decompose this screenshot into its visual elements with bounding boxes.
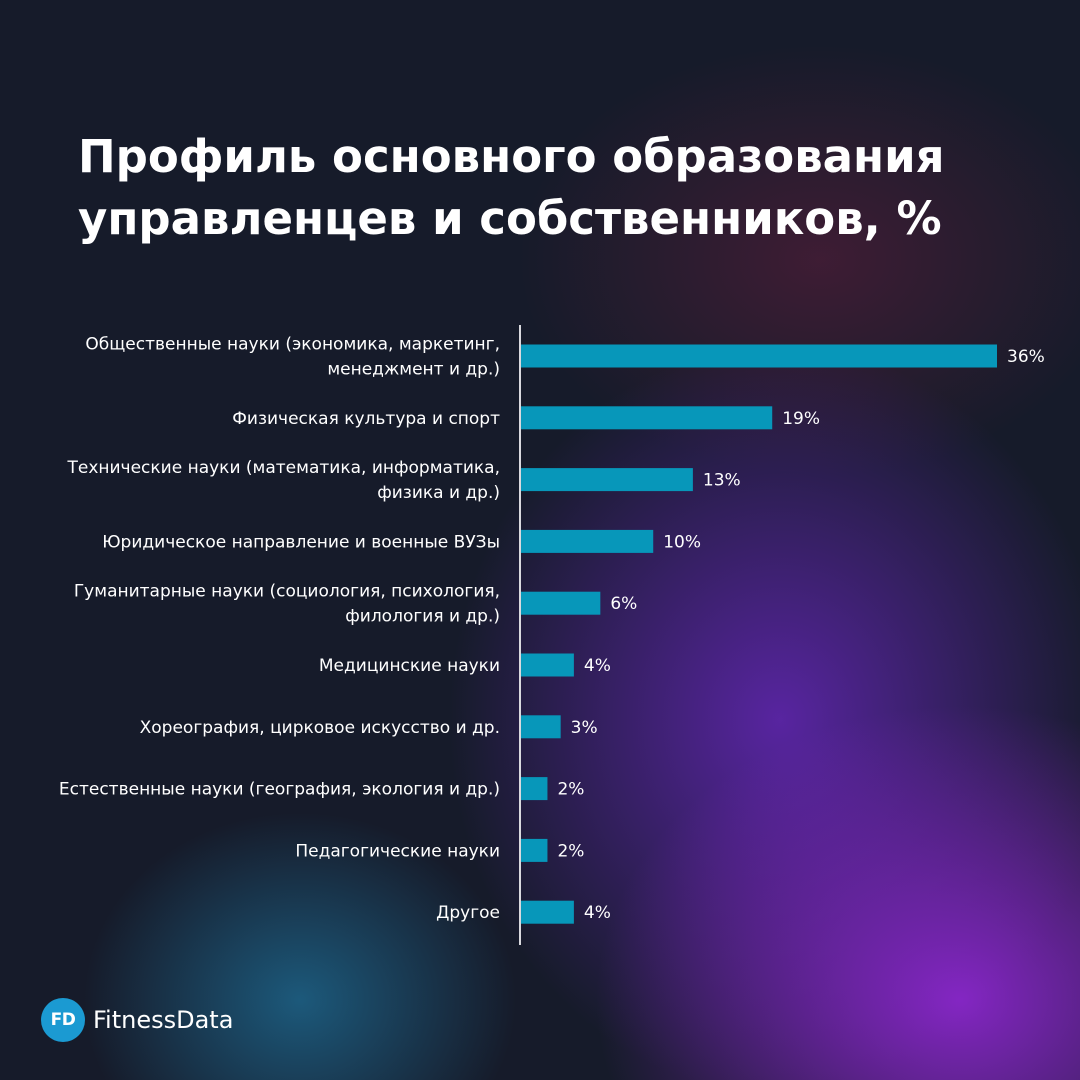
- category-label-8-line-0: Педагогические науки: [295, 841, 500, 861]
- category-label-3-line-0: Юридическое направление и военные ВУЗы: [102, 532, 500, 552]
- category-label-1: Физическая культура и спорт: [232, 409, 500, 429]
- category-label-9: Другое: [436, 903, 500, 923]
- category-label-0-line-0: Общественные науки (экономика, маркетинг…: [85, 335, 500, 355]
- bar-6: [521, 715, 561, 739]
- value-label-5: 4%: [584, 656, 611, 676]
- bar-4: [521, 591, 601, 615]
- category-label-7: Естественные науки (география, экология …: [59, 780, 500, 800]
- value-label-7: 2%: [557, 780, 584, 800]
- category-label-8: Педагогические науки: [295, 841, 500, 861]
- category-label-3: Юридическое направление и военные ВУЗы: [102, 532, 500, 552]
- bar-0: [521, 344, 997, 368]
- bar-1: [521, 406, 773, 430]
- bar-5: [521, 653, 574, 677]
- value-label-8: 2%: [557, 841, 584, 861]
- chart-title-line-2: управленцев и собственников, %: [78, 192, 942, 245]
- category-label-4-line-1: филология и др.): [345, 607, 500, 627]
- value-label-2: 13%: [703, 471, 741, 491]
- fd-logo-icon: FD: [41, 998, 85, 1042]
- category-label-2-line-0: Технические науки (математика, информати…: [66, 458, 500, 478]
- category-label-5-line-0: Медицинские науки: [319, 656, 500, 676]
- bar-2: [521, 468, 693, 492]
- brand-name: FitnessData: [93, 1006, 234, 1034]
- category-label-4: Гуманитарные науки (социология, психолог…: [74, 582, 500, 627]
- value-label-4: 6%: [610, 594, 637, 614]
- bar-7: [521, 777, 548, 801]
- category-label-4-line-0: Гуманитарные науки (социология, психолог…: [74, 582, 500, 602]
- category-label-6-line-0: Хореография, цирковое искусство и др.: [140, 718, 500, 738]
- category-label-2-line-1: физика и др.): [377, 483, 500, 503]
- value-label-9: 4%: [584, 903, 611, 923]
- category-label-2: Технические науки (математика, информати…: [66, 458, 500, 503]
- value-label-3: 10%: [663, 532, 701, 552]
- value-label-1: 19%: [782, 409, 820, 429]
- category-label-5: Медицинские науки: [319, 656, 500, 676]
- category-label-1-line-0: Физическая культура и спорт: [232, 409, 500, 429]
- category-label-7-line-0: Естественные науки (география, экология …: [59, 780, 500, 800]
- chart-title-line-1: Профиль основного образования: [78, 130, 945, 183]
- brand-logo: FD FitnessData: [41, 998, 233, 1042]
- bar-9: [521, 900, 574, 924]
- chart-title: Профиль основного образования управленце…: [78, 126, 1038, 250]
- value-label-6: 3%: [571, 718, 598, 738]
- value-label-0: 36%: [1007, 347, 1045, 367]
- bar-8: [521, 838, 548, 862]
- category-label-0: Общественные науки (экономика, маркетинг…: [85, 335, 500, 380]
- category-label-9-line-0: Другое: [436, 903, 500, 923]
- category-label-0-line-1: менеджмент и др.): [327, 360, 500, 380]
- bar-3: [521, 529, 654, 553]
- category-label-6: Хореография, цирковое искусство и др.: [140, 718, 500, 738]
